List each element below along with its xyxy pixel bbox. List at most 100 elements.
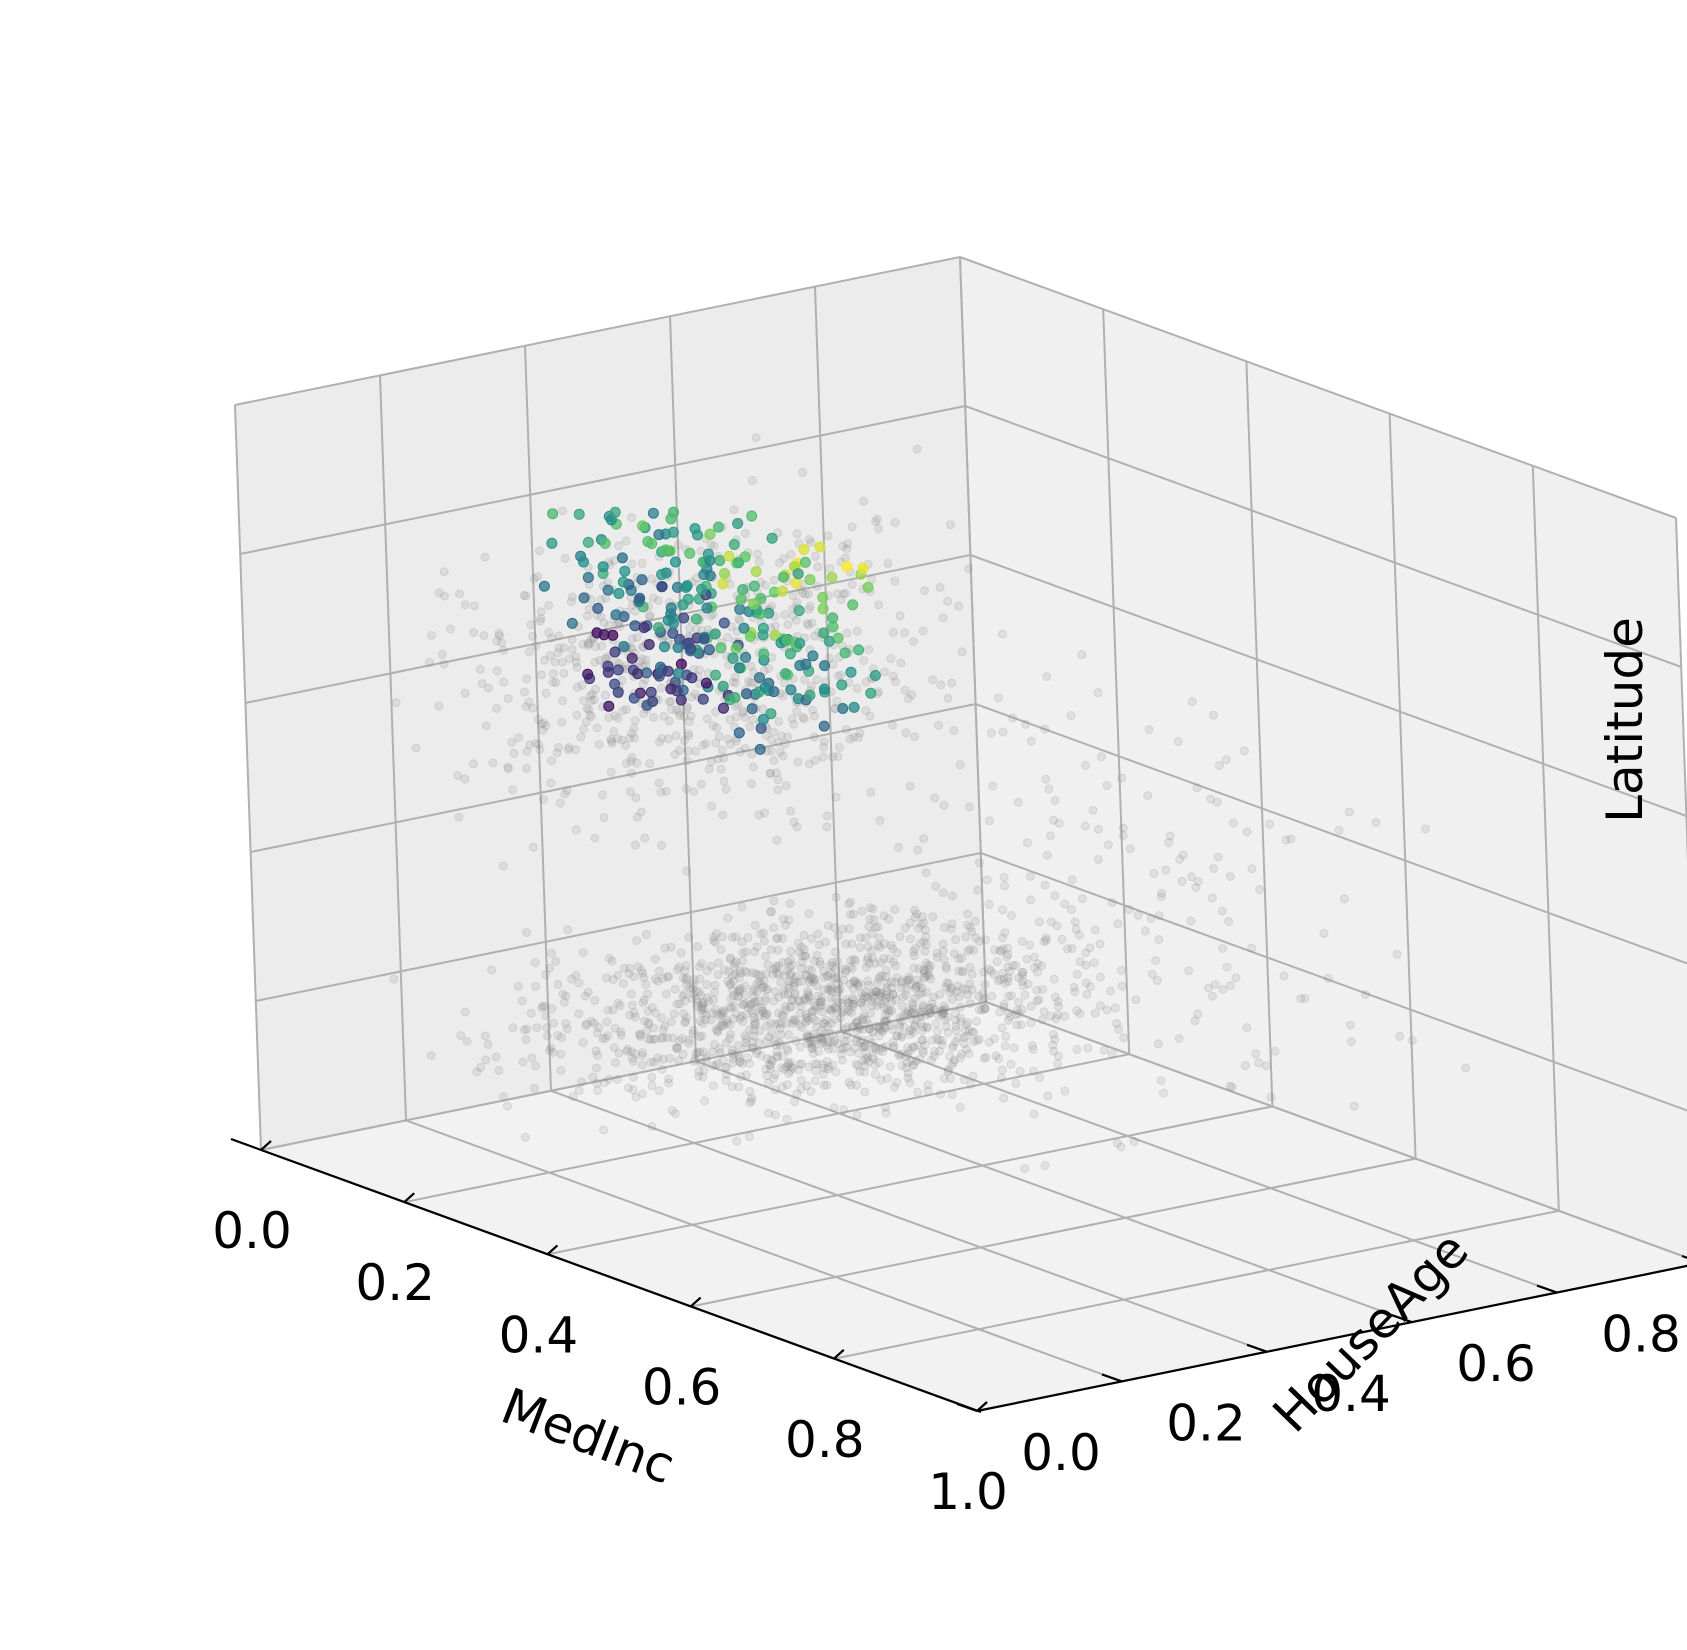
background-point — [1129, 1137, 1139, 1146]
background-points — [389, 433, 1471, 1174]
background-point — [1254, 1058, 1264, 1068]
background-point — [804, 535, 814, 544]
background-point — [858, 1002, 868, 1011]
background-point — [754, 976, 764, 986]
background-point — [577, 1077, 587, 1087]
background-point — [715, 1022, 725, 1031]
background-point — [852, 979, 862, 989]
background-point — [870, 1042, 880, 1052]
background-point — [920, 1040, 930, 1050]
background-point — [750, 997, 760, 1007]
background-point — [734, 614, 744, 624]
background-point — [905, 1078, 915, 1088]
background-point — [656, 683, 666, 693]
background-point — [623, 1044, 632, 1054]
background-point — [752, 987, 762, 997]
background-point — [935, 989, 945, 999]
background-point — [769, 923, 778, 933]
background-point — [627, 559, 637, 569]
highlighted-point — [718, 617, 730, 629]
background-point — [664, 1078, 674, 1088]
background-point — [930, 1047, 939, 1056]
background-point — [792, 707, 802, 717]
background-point — [698, 1047, 708, 1057]
background-point — [539, 795, 548, 804]
highlighted-point — [768, 686, 780, 698]
background-point — [873, 940, 883, 950]
background-point — [735, 973, 744, 983]
background-point — [828, 659, 838, 669]
background-point — [839, 589, 848, 599]
background-point — [998, 727, 1008, 737]
background-point — [786, 1062, 796, 1072]
background-point — [582, 1019, 592, 1029]
background-point — [712, 929, 721, 939]
highlighted-point — [702, 548, 714, 560]
background-point — [878, 1047, 888, 1057]
background-point — [808, 1036, 818, 1046]
highlighted-point — [700, 677, 712, 689]
background-point — [771, 964, 781, 973]
background-point — [1144, 725, 1154, 735]
background-point — [1022, 954, 1032, 964]
background-point — [868, 953, 878, 963]
background-point — [492, 636, 502, 646]
background-point — [795, 997, 804, 1006]
background-point — [682, 866, 692, 876]
background-point — [727, 1045, 737, 1055]
background-point — [959, 1033, 969, 1043]
background-point — [774, 961, 784, 971]
background-point — [774, 1008, 784, 1018]
background-point — [1044, 784, 1054, 794]
background-point — [802, 619, 812, 629]
background-point — [578, 948, 588, 957]
background-point — [863, 942, 873, 952]
background-point — [784, 1069, 794, 1079]
background-point — [800, 951, 810, 961]
background-point — [657, 840, 666, 850]
background-point — [921, 932, 931, 942]
y-tick-label: 0.4 — [1311, 1365, 1391, 1423]
background-point — [882, 1073, 892, 1083]
background-point — [819, 973, 829, 983]
background-point — [740, 743, 750, 753]
background-point — [1395, 1031, 1405, 1041]
background-point — [766, 769, 775, 778]
background-point — [711, 1024, 721, 1034]
highlighted-point — [670, 556, 681, 568]
background-point — [855, 1021, 864, 1031]
background-point — [901, 1051, 911, 1061]
background-point — [619, 963, 629, 973]
background-point — [468, 759, 478, 769]
background-point — [557, 657, 567, 667]
highlighted-point — [618, 641, 630, 652]
background-point — [598, 1034, 608, 1044]
grid-line — [814, 286, 842, 1032]
background-point — [625, 733, 635, 743]
background-point — [1041, 933, 1051, 943]
background-point — [691, 986, 701, 996]
background-point — [764, 664, 774, 673]
highlighted-point — [603, 700, 615, 712]
background-point — [870, 958, 880, 968]
background-point — [864, 1024, 874, 1034]
background-point — [1345, 1020, 1355, 1030]
background-point — [525, 740, 535, 750]
background-point — [806, 1087, 816, 1096]
grid-line — [255, 852, 982, 1002]
background-point — [907, 690, 917, 700]
background-point — [867, 1000, 877, 1010]
background-point — [912, 444, 922, 454]
background-point — [546, 778, 556, 788]
background-point — [905, 1030, 915, 1040]
background-point — [980, 1004, 990, 1014]
background-point — [685, 623, 695, 633]
background-point — [1000, 881, 1010, 891]
background-point — [761, 985, 771, 995]
background-point — [877, 971, 887, 981]
background-point — [593, 1085, 602, 1095]
background-point — [460, 688, 470, 698]
highlighted-point — [538, 580, 550, 592]
background-point — [876, 1075, 886, 1085]
background-point — [594, 1023, 604, 1032]
